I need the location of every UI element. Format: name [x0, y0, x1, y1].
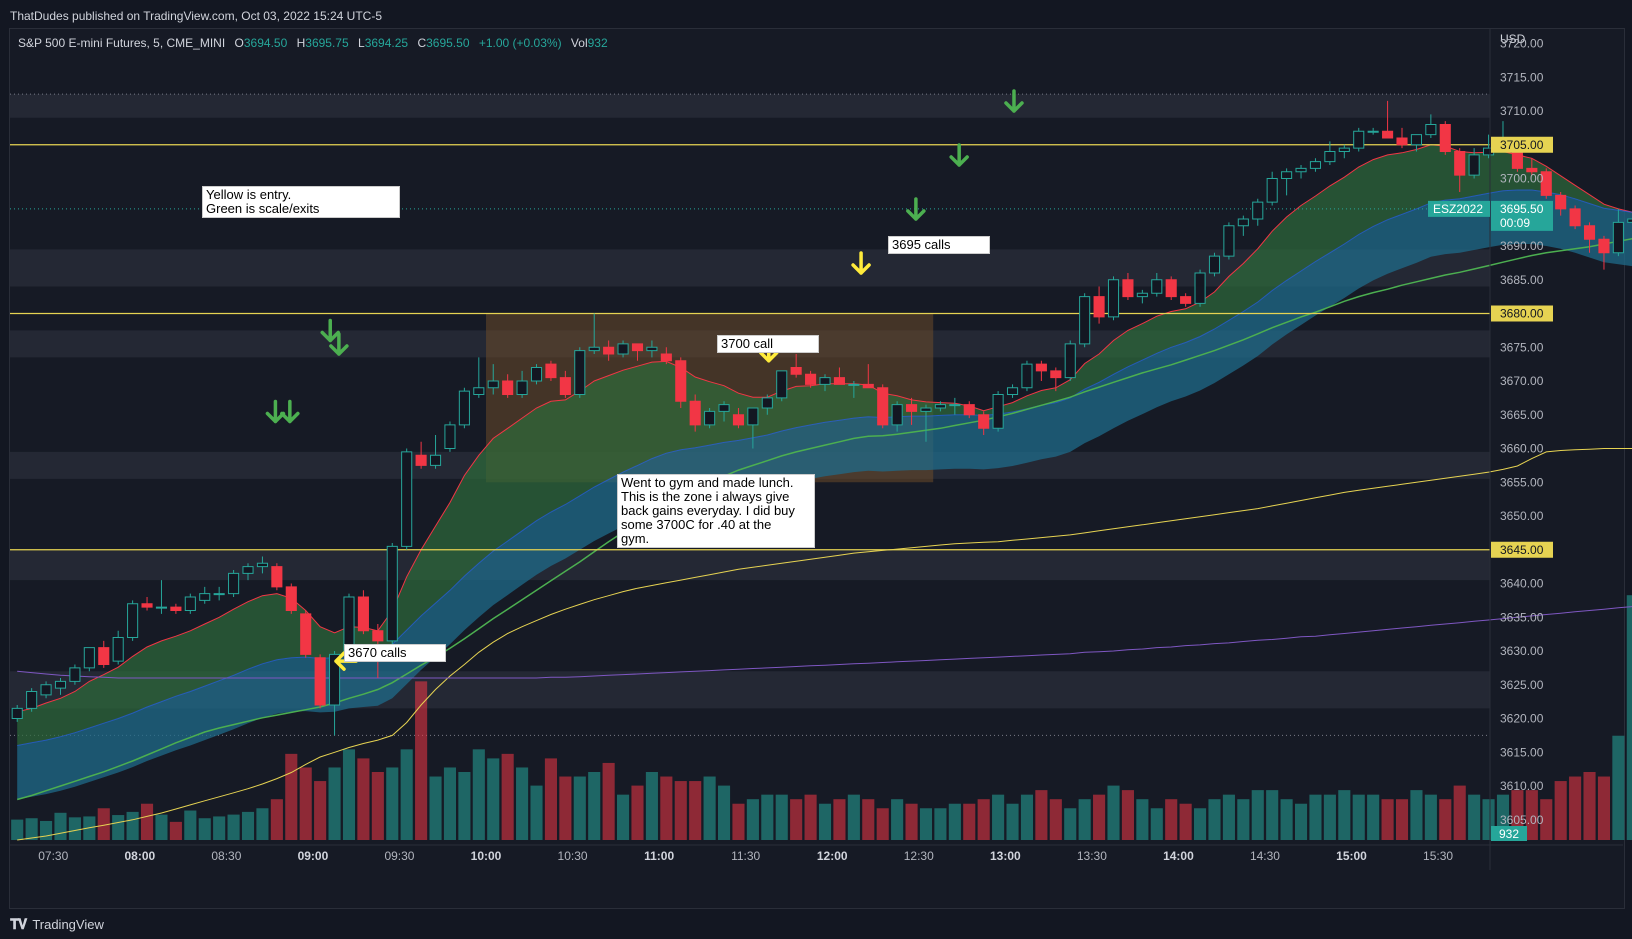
note-line: This is the zone i always give: [621, 489, 790, 504]
published-by-text: ThatDudes published on TradingView.com, …: [10, 9, 382, 23]
tv-logo-icon: 𝐓𝐕: [10, 916, 27, 932]
note-line: some 3700C for .40 at the: [621, 517, 772, 532]
note-text: 3700 call: [721, 336, 774, 351]
volume-bar: [1626, 595, 1632, 840]
note-3670-calls[interactable]: 3670 calls: [344, 644, 446, 662]
brand-name: TradingView: [32, 917, 104, 932]
tradingview-logo[interactable]: 𝐓𝐕 TradingView: [10, 916, 104, 933]
close-label: C: [417, 36, 427, 50]
high-label: H: [296, 36, 306, 50]
note-line: Went to gym and made lunch.: [621, 475, 794, 490]
chart-frame[interactable]: [9, 28, 1625, 909]
note-gym-zone[interactable]: Went to gym and made lunch. This is the …: [617, 474, 815, 548]
symbol-name[interactable]: S&P 500 E-mini Futures, 5, CME_MINI: [18, 36, 226, 50]
note-3695-calls[interactable]: 3695 calls: [888, 236, 990, 254]
open-value: 3694.50: [243, 36, 288, 50]
low-value: 3694.25: [364, 36, 409, 50]
change-value: +1.00 (+0.03%): [478, 36, 562, 50]
open-label: O: [234, 36, 244, 50]
low-label: L: [358, 36, 365, 50]
note-line: Green is scale/exits: [206, 201, 320, 216]
note-text: 3670 calls: [348, 645, 407, 660]
close-value: 3695.50: [426, 36, 470, 50]
symbol-legend: S&P 500 E-mini Futures, 5, CME_MINI O369…: [18, 36, 608, 50]
note-line: Yellow is entry.: [206, 187, 292, 202]
note-line: back gains everyday. I did buy: [621, 503, 795, 518]
volume-label: Vol: [570, 36, 588, 50]
top-bar: ThatDudes published on TradingView.com, …: [0, 0, 1632, 30]
note-3700-call[interactable]: 3700 call: [717, 335, 819, 353]
note-line: gym.: [621, 531, 650, 546]
bottom-bar: [0, 910, 1632, 939]
candle-body[interactable]: [1627, 218, 1632, 223]
volume-value: 932: [587, 36, 608, 50]
note-text: 3695 calls: [892, 237, 951, 252]
high-value: 3695.75: [305, 36, 349, 50]
note-legend[interactable]: Yellow is entry. Green is scale/exits: [202, 186, 400, 218]
